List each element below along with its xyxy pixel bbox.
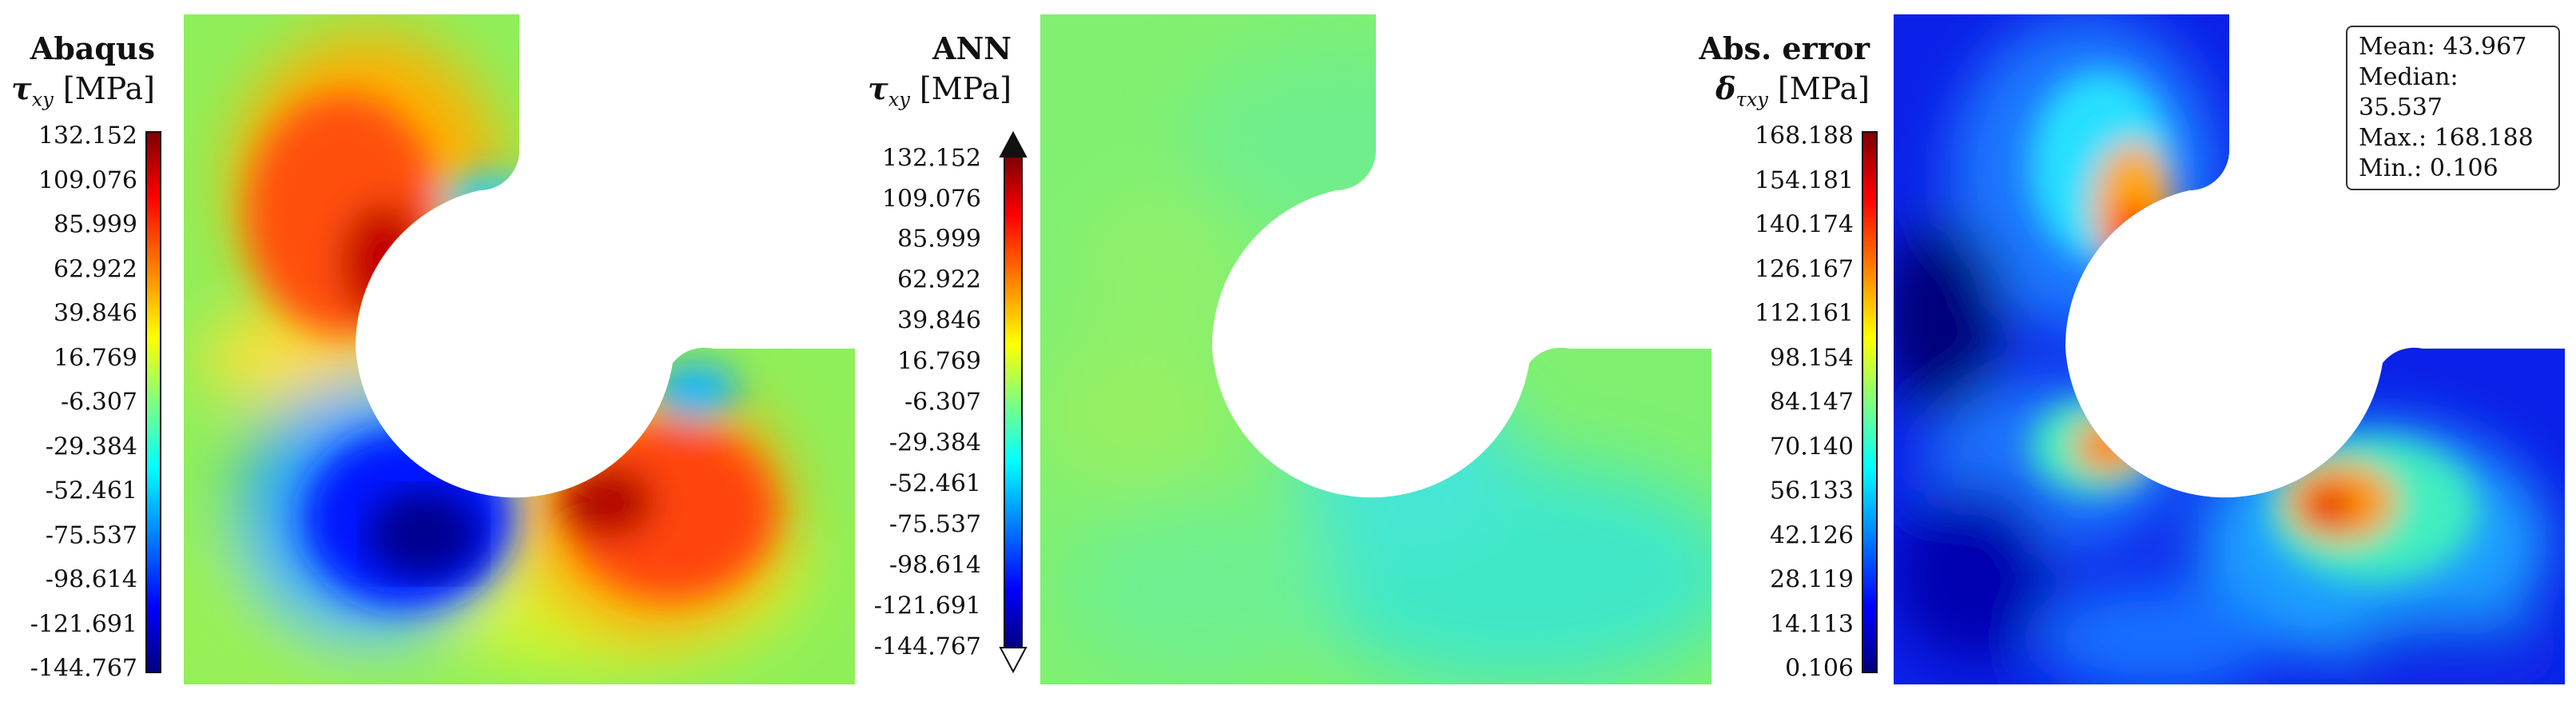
tick-label: 132.152	[881, 144, 981, 173]
tick-label: -52.461	[45, 477, 137, 505]
tick-label: -29.384	[888, 429, 981, 457]
tick-label: 0.106	[1785, 654, 1854, 683]
panel-quantity-label: δτxy [MPa]	[1715, 72, 1870, 117]
tick-label: -144.767	[30, 654, 137, 683]
tick-label: -144.767	[873, 632, 981, 661]
tick-label: 14.113	[1770, 610, 1854, 639]
tick-label: -6.307	[60, 388, 137, 417]
tick-label: 42.126	[1770, 521, 1854, 550]
tick-label: 28.119	[1770, 565, 1854, 594]
panel-ann: ANN τxy [MPa] 132.152 109.076 85.999 62.…	[863, 0, 1726, 702]
tick-label: 98.154	[1770, 344, 1854, 373]
tick-label: 16.769	[897, 347, 981, 376]
tick-label: 39.846	[897, 306, 981, 335]
tick-label: 154.181	[1754, 166, 1854, 195]
quantity-subscript: xy	[31, 88, 54, 111]
stat-max: Max.: 168.188	[2359, 124, 2534, 152]
tick-label: 70.140	[1770, 433, 1854, 461]
panel-title: Abaqus	[30, 30, 155, 66]
tick-label: 132.152	[38, 122, 137, 150]
panel-title: Abs. error	[1699, 30, 1870, 66]
quantity-symbol: δ	[1715, 70, 1736, 106]
colorbar-tick-labels: 132.152 109.076 85.999 62.922 39.846 16.…	[0, 0, 137, 702]
quantity-subscript: τxy	[1735, 88, 1768, 111]
quantity-subscript: xy	[888, 88, 910, 111]
stat-min: Min.: 0.106	[2359, 154, 2498, 182]
quantity-unit: [MPa]	[62, 71, 155, 106]
tick-label: -6.307	[904, 388, 981, 417]
tick-label: 84.147	[1770, 388, 1854, 417]
stat-median: Median: 35.537	[2359, 63, 2459, 122]
tick-label: 85.999	[54, 210, 137, 239]
quantity-unit: [MPa]	[1777, 71, 1870, 106]
stat-mean: Mean: 43.967	[2359, 33, 2527, 61]
tick-label: -29.384	[45, 433, 137, 461]
tick-label: -98.614	[888, 551, 981, 580]
tick-label: 168.188	[1754, 122, 1854, 150]
colorbar	[1862, 131, 1878, 673]
tick-label: -52.461	[888, 469, 981, 498]
colorbar-tick-labels: 132.152 109.076 85.999 62.922 39.846 16.…	[863, 0, 981, 702]
tick-label: -121.691	[30, 610, 137, 639]
tick-label: 62.922	[54, 255, 137, 284]
tick-label: 62.922	[897, 265, 981, 294]
colorbar	[145, 131, 161, 673]
tick-label: -75.537	[888, 510, 981, 539]
quantity-symbol: τ	[868, 70, 888, 106]
quantity-unit: [MPa]	[919, 71, 1012, 106]
panel-abs-error: Abs. error δτxy [MPa] 168.188 154.181 14…	[1699, 0, 2576, 702]
quantity-symbol: τ	[11, 70, 32, 106]
tick-label: 109.076	[881, 185, 981, 213]
tick-label: 85.999	[897, 225, 981, 253]
panel-quantity-label: τxy [MPa]	[11, 72, 155, 117]
statistics-box: Mean: 43.967 Median: 35.537 Max.: 168.18…	[2346, 26, 2560, 190]
panel-abaqus: Abaqus τxy [MPa] 132.152 109.076 85.999 …	[0, 0, 863, 702]
tick-label: 140.174	[1754, 210, 1854, 239]
tick-label: 56.133	[1770, 477, 1854, 505]
tick-label: 39.846	[54, 299, 137, 328]
tick-label: -121.691	[873, 592, 981, 620]
panel-title: ANN	[932, 30, 1012, 66]
tick-label: 109.076	[38, 166, 137, 195]
colorbar-extended	[999, 130, 1028, 674]
tick-label: -98.614	[45, 565, 137, 594]
stress-field-plot	[184, 14, 855, 684]
tick-label: 126.167	[1754, 255, 1854, 284]
colorbar-tick-labels: 168.188 154.181 140.174 126.167 112.161 …	[1726, 0, 1854, 702]
tick-label: 112.161	[1754, 299, 1854, 328]
tick-label: 16.769	[54, 344, 137, 373]
panel-quantity-label: τxy [MPa]	[868, 72, 1012, 117]
tick-label: -75.537	[45, 521, 137, 550]
stress-field-plot	[1040, 14, 1711, 684]
